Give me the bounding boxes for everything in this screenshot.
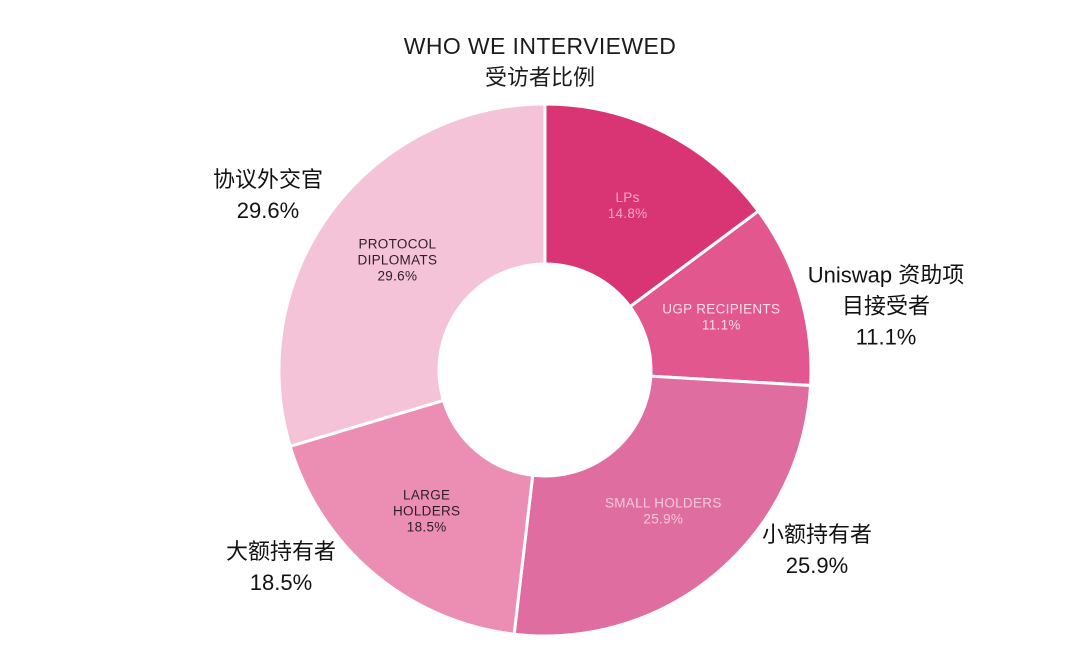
chart-subtitle: 受访者比例 [484,65,595,90]
slice-label-protocol-diplomats: PROTOCOL DIPLOMATS 29.6% [358,237,438,284]
callout-line: 大额持有者 [225,539,337,564]
callout-small-holders: 小额持有者 25.9% [762,519,872,581]
callout-line: 18.5% [249,570,313,595]
callout-line: 协议外交官 [212,167,324,192]
slice-label-lps: LPs 14.8% [608,190,648,221]
callout-line: 目接受者 [841,293,931,319]
donut-slice-ugp-recipients [627,209,813,388]
slice-label-ugp-recipients: UGP RECIPIENTS 11.1% [662,302,780,333]
callout-protocol-diplomats: 协议外交官 29.6% [213,164,323,226]
callout-line: Uniswap 资助项 [807,262,965,288]
chart-title: WHO WE INTERVIEWED [403,33,677,59]
callout-large-holders: 大额持有者 18.5% [226,536,336,598]
callout-line: 小额持有者 [761,522,873,547]
slice-label-large-holders: LARGE HOLDERS 18.5% [393,488,460,535]
donut-slice-small-holders [512,374,813,638]
callout-ugp-recipients: Uniswap 资助项 目接受者 11.1% [808,260,964,353]
slice-label-small-holders: SMALL HOLDERS 25.9% [605,496,722,527]
donut-slice-lps [543,102,761,309]
chart-title-block: WHO WE INTERVIEWED 受访者比例 [0,31,1080,93]
callout-line: 29.6% [236,198,300,223]
donut-slice-protocol-diplomats [277,102,547,449]
donut-slice-large-holders [288,398,535,636]
callout-line: 11.1% [855,324,917,350]
callout-line: 25.9% [785,553,849,578]
